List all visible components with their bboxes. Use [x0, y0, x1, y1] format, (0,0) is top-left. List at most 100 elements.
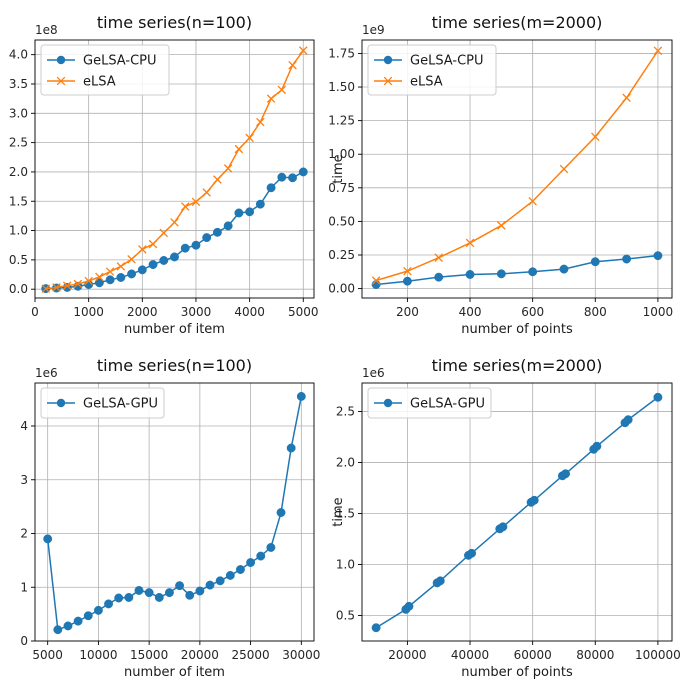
- data-point: [592, 441, 602, 451]
- x-tick-label: 15000: [130, 648, 168, 662]
- data-point: [371, 623, 381, 633]
- legend-swatch-marker: [56, 398, 66, 408]
- legend-swatch-marker: [56, 55, 66, 65]
- data-point: [225, 570, 235, 580]
- data-point: [223, 221, 233, 231]
- data-point: [164, 588, 174, 598]
- data-point: [266, 94, 276, 103]
- data-point: [245, 207, 255, 217]
- y-tick-label: 2.0: [9, 165, 28, 179]
- x-tick-label: 200: [396, 305, 419, 319]
- data-point: [127, 269, 137, 279]
- x-tick-label: 4000: [234, 305, 265, 319]
- legend: GeLSA-GPU: [40, 387, 165, 419]
- data-point: [277, 172, 287, 182]
- data-point: [234, 144, 244, 154]
- x-tick-label: 1000: [643, 305, 674, 319]
- chart-2: 200 400 600 800 1000 0.00 0.25 0.50 0.75 1.00 1.25…: [328, 13, 673, 337]
- y-tick-label: 3: [20, 473, 28, 487]
- data-point: [43, 534, 53, 544]
- data-point: [371, 276, 381, 285]
- data-point: [41, 284, 50, 293]
- data-point: [114, 593, 124, 603]
- y-tick-label: 1.5: [9, 194, 28, 208]
- x-tick-label: 3000: [181, 305, 212, 319]
- axes-frame: [361, 382, 673, 642]
- legend-label: GeLSA-CPU: [410, 54, 484, 69]
- data-point: [53, 625, 63, 635]
- data-point: [497, 221, 506, 230]
- data-point: [299, 46, 308, 55]
- data-point: [402, 276, 412, 286]
- x-axis-label: number of points: [461, 665, 573, 680]
- x-tick-label: 20000: [181, 648, 219, 662]
- data-point: [191, 197, 201, 207]
- y-axis-label: time: [331, 497, 346, 526]
- data-point: [105, 267, 115, 276]
- data-point: [148, 239, 158, 249]
- data-point: [235, 565, 245, 574]
- legend-box: [40, 44, 170, 96]
- y-tick-label: 1.25: [328, 114, 355, 128]
- data-point: [93, 605, 103, 615]
- data-point: [559, 164, 569, 174]
- data-point: [498, 522, 508, 532]
- y-tick-label: 1.0: [336, 558, 355, 572]
- y-tick-label: 1.0: [9, 224, 28, 238]
- data-point: [137, 265, 147, 275]
- data-point: [246, 558, 256, 567]
- y-tick-label: 0: [20, 634, 28, 648]
- x-tick-label: 10000: [79, 648, 117, 662]
- y-tick-label: 0.0: [9, 282, 28, 296]
- x-tick-label: 1000: [73, 305, 104, 319]
- data-point: [170, 252, 179, 262]
- x-tick-label: 5000: [288, 305, 319, 319]
- data-point: [180, 243, 190, 253]
- legend: GeLSA-GPU: [367, 387, 492, 419]
- y-tick-label: 2.5: [336, 405, 355, 419]
- data-point: [223, 164, 233, 173]
- data-point: [296, 391, 306, 401]
- legend-swatch-marker: [383, 398, 393, 408]
- y-axis-offset-text: 1e6: [362, 366, 385, 380]
- legend-label: GeLSA-GPU: [83, 397, 158, 412]
- data-point: [104, 599, 114, 609]
- data-point: [288, 60, 297, 70]
- data-point: [116, 273, 126, 282]
- y-axis-offset-text: 1e6: [35, 366, 58, 380]
- data-point: [403, 266, 412, 276]
- x-axis-label: number of points: [461, 322, 573, 337]
- data-point: [653, 46, 663, 56]
- data-point: [191, 240, 201, 250]
- series-gelsa-gpu: [371, 392, 663, 633]
- data-point: [84, 276, 93, 286]
- data-point: [266, 183, 276, 193]
- y-tick-label: 4: [20, 419, 28, 433]
- data-point: [144, 588, 154, 598]
- x-tick-label: 40000: [451, 648, 489, 662]
- data-point: [266, 543, 276, 552]
- data-point: [496, 269, 506, 279]
- data-point: [134, 586, 144, 595]
- data-point: [434, 272, 444, 282]
- series-line: [376, 254, 658, 286]
- data-point: [124, 593, 134, 602]
- legend-box: [367, 44, 497, 96]
- y-tick-label: 2.0: [336, 456, 355, 470]
- series-gelsa-gpu: [43, 391, 306, 635]
- legend: GeLSA-CPU eLSA: [367, 44, 497, 96]
- data-point: [154, 593, 164, 602]
- x-tick-label: 2000: [127, 305, 158, 319]
- y-tick-label: 0.25: [328, 248, 355, 262]
- data-point: [653, 392, 663, 402]
- data-point: [94, 278, 104, 288]
- data-point: [465, 238, 475, 248]
- data-point: [528, 196, 537, 206]
- data-point: [435, 576, 445, 586]
- axes-frame: [34, 382, 315, 642]
- x-tick-label: 5000: [32, 648, 63, 662]
- x-tick-label: 25000: [231, 648, 269, 662]
- data-point: [73, 616, 83, 626]
- chart-1: 0 1000 2000 3000 4000 5000 0.0 0.5 1.0 1.5 2.0 2.5 3…: [9, 13, 319, 337]
